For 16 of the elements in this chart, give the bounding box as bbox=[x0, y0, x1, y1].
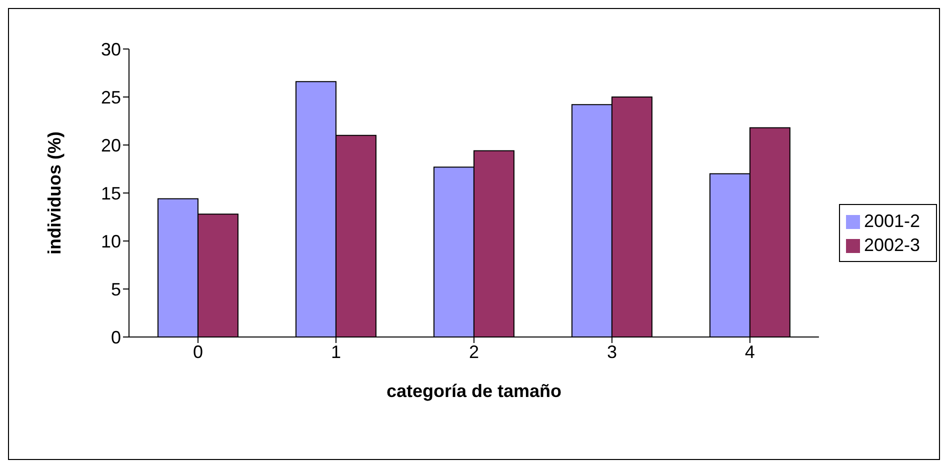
x-tick-label: 1 bbox=[330, 342, 341, 362]
y-tick-label: 15 bbox=[100, 183, 121, 204]
y-tick-label: 20 bbox=[100, 135, 121, 156]
x-tick-label: 2 bbox=[468, 342, 479, 362]
y-axis-title: individuos (%) bbox=[44, 132, 64, 254]
y-tick-label: 30 bbox=[100, 39, 121, 60]
y-tick-label: 0 bbox=[110, 327, 121, 348]
y-tick-label: 5 bbox=[110, 279, 121, 300]
x-tick-label: 0 bbox=[192, 342, 203, 362]
y-tick-label: 10 bbox=[100, 231, 121, 252]
legend-label: 2001-2 bbox=[864, 211, 920, 231]
x-axis-title: categoría de tamaño bbox=[386, 381, 562, 401]
x-tick-label: 3 bbox=[606, 342, 617, 362]
legend-label: 2002-3 bbox=[864, 235, 920, 255]
y-tick-label: 25 bbox=[100, 87, 121, 108]
x-tick-label: 4 bbox=[744, 342, 755, 362]
